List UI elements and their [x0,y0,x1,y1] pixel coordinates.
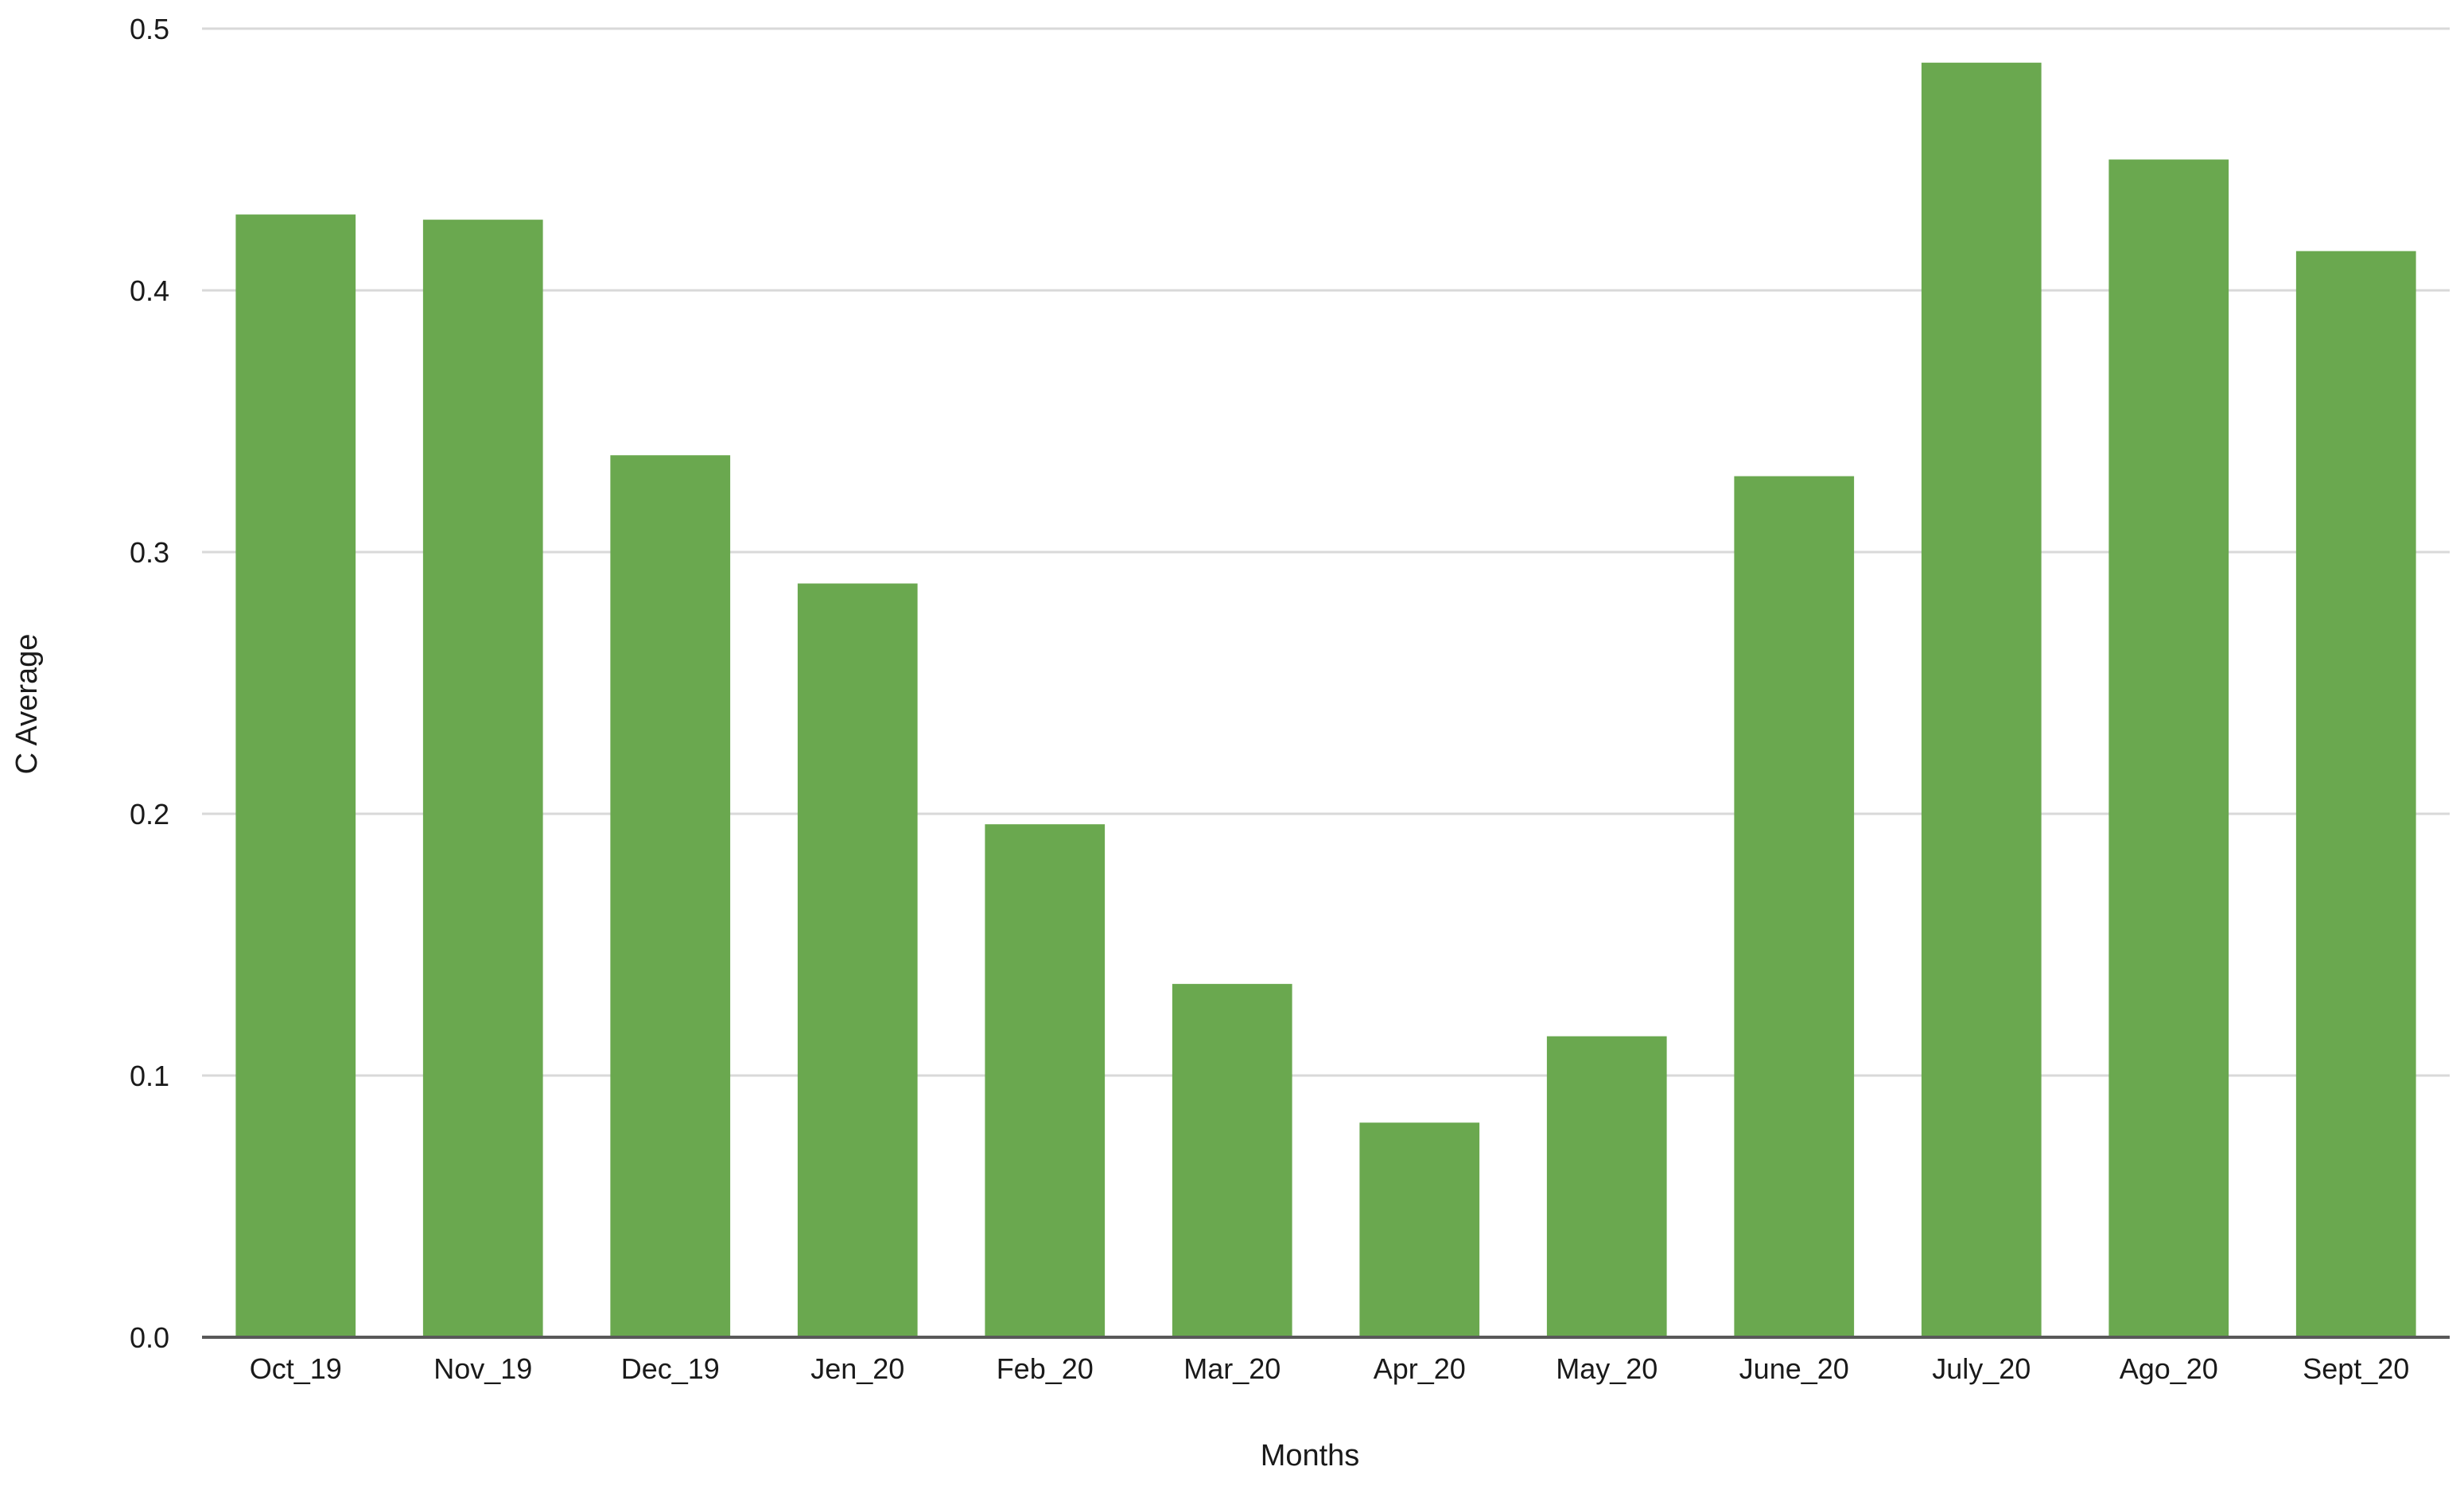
x-tick-label: Feb_20 [997,1352,1094,1385]
x-tick-label: Oct_19 [250,1352,342,1385]
bar-nov-19 [422,220,543,1337]
bar-june-20 [1734,476,1855,1337]
y-tick-label: 0.3 [130,536,169,569]
y-tick-label: 0.5 [130,13,169,45]
bars [235,62,2416,1338]
x-tick-label: Sept_20 [2303,1352,2409,1385]
y-axis-title: C Average [10,634,44,775]
x-tick-label: Dec_19 [621,1352,720,1385]
bar-dec-19 [610,455,731,1337]
x-tick-label: July_20 [1932,1352,2031,1385]
x-axis-title: Months [1261,1439,1360,1472]
x-tick-label: Apr_20 [1374,1352,1466,1385]
y-tick-label: 0.2 [130,798,169,831]
bar-may-20 [1546,1036,1667,1337]
x-tick-label: Ago_20 [2120,1352,2218,1385]
y-tick-label: 0.1 [130,1060,169,1092]
x-tick-label: Nov_19 [433,1352,532,1385]
bar-sept-20 [2295,251,2416,1337]
y-tick-labels: 0.0 0.1 0.2 0.3 0.4 0.5 [130,13,169,1354]
bar-mar-20 [1172,983,1292,1337]
gridlines [202,27,2450,1077]
bar-ago-20 [2108,159,2229,1337]
x-tick-label: June_20 [1739,1352,1849,1385]
bar-oct-19 [235,214,356,1338]
x-tick-label: Mar_20 [1183,1352,1281,1385]
y-tick-label: 0.4 [130,274,169,307]
x-tick-labels: Oct_19 Nov_19 Dec_19 Jen_20 Feb_20 Mar_20 Apr_… [250,1352,2410,1385]
bar-feb-20 [985,824,1106,1337]
bar-july-20 [1921,62,2042,1337]
y-tick-label: 0.0 [130,1321,169,1354]
bar-jen-20 [797,583,918,1337]
bar-apr-20 [1359,1122,1480,1337]
x-tick-label: Jen_20 [810,1352,904,1385]
x-tick-label: May_20 [1556,1352,1658,1385]
